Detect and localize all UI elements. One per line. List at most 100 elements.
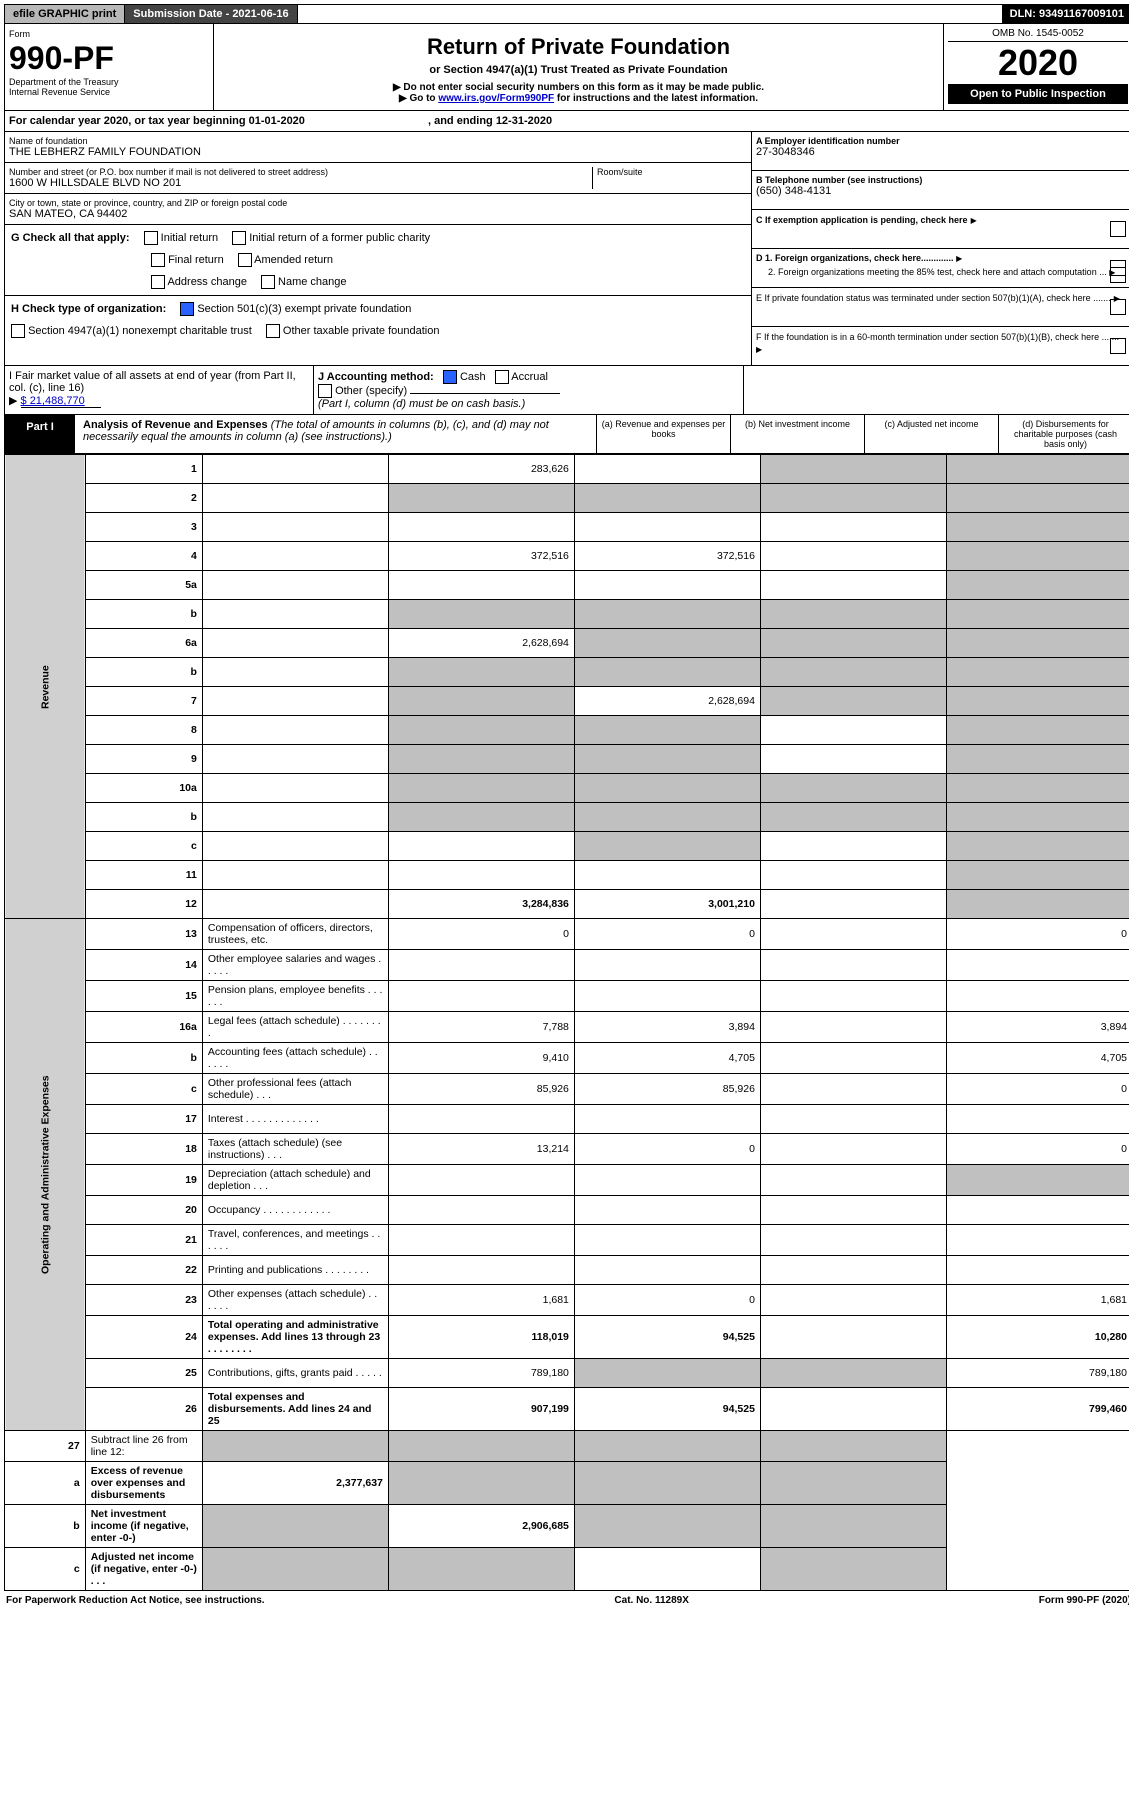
amt-d [946, 1105, 1129, 1134]
line-desc [202, 484, 388, 513]
form-number: 990-PF [9, 40, 209, 77]
line-desc [202, 542, 388, 571]
j-other: Other (specify) [335, 385, 407, 397]
chk-final-return[interactable] [151, 253, 165, 267]
table-row: 16aLegal fees (attach schedule) . . . . … [5, 1012, 1129, 1043]
chk-other-taxable[interactable] [266, 324, 280, 338]
chk-cash[interactable] [443, 370, 457, 384]
line-number: 24 [85, 1316, 202, 1359]
note2-post: for instructions and the latest informat… [554, 93, 758, 104]
line-desc [202, 629, 388, 658]
chk-accrual[interactable] [495, 370, 509, 384]
g-opt-0: Initial return [161, 232, 218, 244]
col-d-hdr: (d) Disbursements for charitable purpose… [999, 415, 1129, 453]
tel-label: B Telephone number (see instructions) [756, 175, 1128, 185]
i-value: $ 21,488,770 [21, 395, 101, 408]
section-vlabel: Revenue [5, 455, 86, 919]
line-number: 18 [85, 1134, 202, 1165]
amt-a: 283,626 [388, 455, 574, 484]
line-desc: Other employee salaries and wages . . . … [202, 950, 388, 981]
line-desc: Depreciation (attach schedule) and deple… [202, 1165, 388, 1196]
form-link[interactable]: www.irs.gov/Form990PF [438, 93, 554, 104]
amt-b [574, 861, 760, 890]
c-label: C If exemption application is pending, c… [756, 215, 968, 225]
line-desc [202, 658, 388, 687]
table-row: 25Contributions, gifts, grants paid . . … [5, 1359, 1129, 1388]
chk-amended-return[interactable] [238, 253, 252, 267]
amt-b [574, 1256, 760, 1285]
chk-address-change[interactable] [151, 275, 165, 289]
amt-c [760, 981, 946, 1012]
amt-c [760, 716, 946, 745]
line-desc: Other professional fees (attach schedule… [202, 1074, 388, 1105]
line-number: 25 [85, 1359, 202, 1388]
line-number: 23 [85, 1285, 202, 1316]
line-number: 14 [85, 950, 202, 981]
chk-e[interactable] [1110, 299, 1126, 315]
table-row: 15Pension plans, employee benefits . . .… [5, 981, 1129, 1012]
chk-501c3[interactable] [180, 302, 194, 316]
j-accrual: Accrual [511, 371, 548, 383]
amt-d [760, 1505, 946, 1548]
section-h: H Check type of organization: Section 50… [5, 296, 751, 344]
chk-f[interactable] [1110, 338, 1126, 354]
line-number: 7 [85, 687, 202, 716]
amt-a: 118,019 [388, 1316, 574, 1359]
amt-d [946, 687, 1129, 716]
ein-label: A Employer identification number [756, 136, 1128, 146]
chk-4947a1[interactable] [11, 324, 25, 338]
ein-value: 27-3048346 [756, 146, 1128, 158]
amt-b [574, 571, 760, 600]
amt-a [388, 861, 574, 890]
table-row: bAccounting fees (attach schedule) . . .… [5, 1043, 1129, 1074]
line-number: 2 [85, 484, 202, 513]
amt-d [946, 774, 1129, 803]
chk-initial-former[interactable] [232, 231, 246, 245]
amt-b [574, 716, 760, 745]
dln-label: DLN: 93491167009101 [1002, 5, 1129, 23]
table-row: 10a [5, 774, 1129, 803]
amt-b: 94,525 [574, 1388, 760, 1431]
note2-pre: ▶ Go to [399, 93, 438, 104]
tel-value: (650) 348-4131 [756, 185, 1128, 197]
chk-d2[interactable] [1110, 267, 1126, 283]
amt-c [760, 484, 946, 513]
amt-b [574, 484, 760, 513]
table-row: 4372,516372,516 [5, 542, 1129, 571]
amt-a [388, 1225, 574, 1256]
line-desc [202, 745, 388, 774]
amt-b [574, 1165, 760, 1196]
dept-line1: Department of the Treasury [9, 77, 209, 87]
line-number: 27 [5, 1431, 86, 1462]
chk-name-change[interactable] [261, 275, 275, 289]
h-opt-2: Other taxable private foundation [283, 325, 440, 337]
line-number: 15 [85, 981, 202, 1012]
chk-c[interactable] [1110, 221, 1126, 237]
amt-c [760, 1134, 946, 1165]
table-row: 2 [5, 484, 1129, 513]
line-number: 22 [85, 1256, 202, 1285]
amt-a [202, 1505, 388, 1548]
amt-a [388, 950, 574, 981]
section-g: G Check all that apply: Initial return I… [5, 225, 751, 296]
amt-b [574, 1105, 760, 1134]
amt-b [574, 803, 760, 832]
line-number: 19 [85, 1165, 202, 1196]
amt-a [388, 484, 574, 513]
top-bar: efile GRAPHIC print Submission Date - 20… [4, 4, 1129, 24]
amt-d [946, 950, 1129, 981]
amt-a [388, 803, 574, 832]
line-desc [202, 832, 388, 861]
chk-initial-return[interactable] [144, 231, 158, 245]
amt-c [760, 1359, 946, 1388]
form-note2: ▶ Go to www.irs.gov/Form990PF for instru… [220, 93, 937, 104]
amt-c [574, 1431, 760, 1462]
line-desc [202, 455, 388, 484]
chk-other-method[interactable] [318, 384, 332, 398]
line-desc: Total operating and administrative expen… [202, 1316, 388, 1359]
line-desc: Taxes (attach schedule) (see instruction… [202, 1134, 388, 1165]
table-row: 23Other expenses (attach schedule) . . .… [5, 1285, 1129, 1316]
amt-c [760, 600, 946, 629]
amt-b: 94,525 [574, 1316, 760, 1359]
city-label: City or town, state or province, country… [9, 198, 747, 208]
